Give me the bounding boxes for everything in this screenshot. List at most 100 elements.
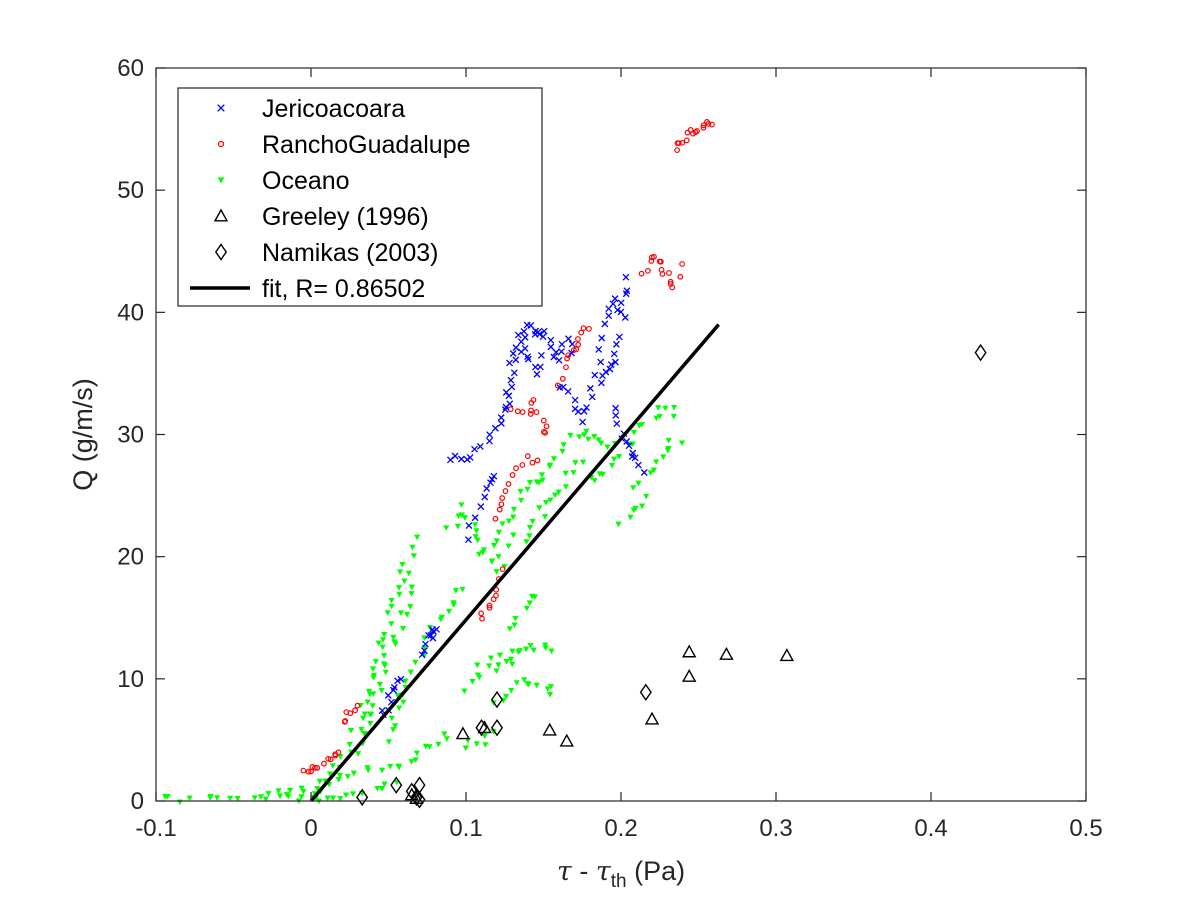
oceano-point: [660, 454, 667, 461]
greeley-1996-point: [682, 644, 697, 658]
jericoacoara-point: [429, 628, 437, 636]
jericoacoara-point: [621, 314, 629, 321]
ranchoguadalupe-point: [575, 341, 582, 348]
oceano-point: [396, 569, 404, 575]
x-axis-label: τ - τth (Pa): [557, 856, 685, 892]
oceano-point: [359, 715, 367, 722]
oceano-point: [548, 648, 555, 655]
jericoacoara-point: [580, 407, 588, 415]
ranchoguadalupe-point: [694, 128, 700, 134]
jericoacoara-point: [586, 384, 594, 392]
oceano-point: [513, 680, 520, 686]
legend-label-fit-r-0-86502: fit, R= 0.86502: [262, 275, 425, 303]
oceano-point: [395, 585, 403, 591]
oceano-point: [529, 518, 536, 525]
oceano-point: [499, 521, 506, 527]
ranchoguadalupe-point: [585, 325, 592, 332]
ranchoguadalupe-point: [300, 767, 307, 774]
legend-label-oceano: Oceano: [262, 167, 350, 195]
jericoacoara-point: [533, 370, 541, 378]
oceano-point: [207, 793, 214, 800]
jericoacoara-point: [598, 334, 606, 342]
oceano-point: [443, 736, 451, 742]
oceano-point: [542, 645, 549, 652]
oceano-point: [546, 463, 553, 470]
oceano-point: [347, 727, 355, 734]
jericoacoara-point: [457, 455, 465, 463]
ranchoguadalupe-point: [513, 465, 519, 472]
oceano-point: [505, 543, 512, 550]
oceano-point: [462, 745, 469, 751]
oceano-point: [391, 639, 398, 645]
oceano-point: [426, 744, 433, 750]
oceano-point: [412, 659, 419, 666]
jericoacoara-point: [625, 442, 633, 450]
oceano-point: [314, 786, 321, 792]
oceano-point: [523, 605, 530, 612]
oceano-point: [408, 584, 415, 591]
ranchoguadalupe-point: [492, 515, 499, 522]
oceano-point: [336, 772, 343, 779]
oceano-point: [562, 470, 569, 477]
oceano-point: [597, 440, 605, 447]
ranchoguadalupe-point: [667, 278, 674, 285]
oceano-point: [572, 460, 579, 466]
ranchoguadalupe-point: [530, 397, 537, 403]
oceano-point: [516, 648, 523, 654]
oceano-point: [544, 686, 551, 692]
oceano-point: [521, 677, 528, 683]
ranchoguadalupe-point: [666, 270, 672, 276]
oceano-point: [324, 795, 331, 802]
oceano-point: [385, 739, 393, 745]
oceano-point: [576, 434, 583, 440]
namikas-2003-point: [410, 788, 423, 807]
jericoacoara-point: [597, 379, 605, 387]
jericoacoara-point: [539, 333, 547, 341]
jericoacoara-point: [568, 349, 576, 357]
oceano-point: [452, 588, 460, 594]
jericoacoara-point: [588, 393, 596, 401]
jericoacoara-point: [418, 651, 426, 659]
ranchoguadalupe-point: [342, 718, 349, 724]
ranchoguadalupe-point: [335, 749, 342, 756]
oceano-point: [400, 699, 407, 706]
greeley-1996-point: [682, 668, 697, 682]
fit-line: [309, 323, 720, 803]
jericoacoara-point: [555, 356, 563, 364]
jericoacoara-point: [394, 677, 401, 685]
jericoacoara-point: [471, 445, 478, 453]
ranchoguadalupe-points: [300, 119, 715, 775]
greeley-1996-point: [719, 646, 734, 660]
oceano-point: [511, 622, 518, 629]
ranchoguadalupe-point: [578, 329, 585, 336]
legend-label-namikas-2003: Namikas (2003): [262, 239, 438, 267]
jericoacoara-point: [605, 312, 613, 320]
ranchoguadalupe-point: [519, 462, 526, 468]
oceano-point: [346, 741, 353, 748]
jericoacoara-point: [506, 359, 513, 367]
jericoacoara-point: [571, 396, 579, 404]
ranchoguadalupe-point: [645, 267, 651, 274]
jericoacoara-point: [497, 414, 505, 422]
oceano-point: [422, 743, 430, 750]
legend-marker: [217, 140, 225, 148]
jericoacoara-points: [378, 273, 648, 719]
oceano-point: [538, 472, 545, 478]
plot-area: [162, 119, 987, 809]
legend-swatch-namikas-2003: [214, 243, 228, 261]
oceano-point: [523, 539, 530, 545]
ranchoguadalupe-point: [649, 254, 655, 261]
namikas-2003-point: [390, 776, 403, 794]
oceano-point: [397, 610, 405, 617]
oceano-point: [678, 440, 686, 447]
ranchoguadalupe-point: [675, 140, 682, 147]
ranchoguadalupe-point: [657, 258, 664, 265]
jericoacoara-point: [552, 348, 560, 356]
jericoacoara-point: [536, 363, 544, 371]
jericoacoara-point: [595, 346, 603, 353]
ranchoguadalupe-point: [573, 346, 580, 353]
jericoacoara-point: [622, 290, 630, 298]
oceano-point: [475, 551, 483, 558]
